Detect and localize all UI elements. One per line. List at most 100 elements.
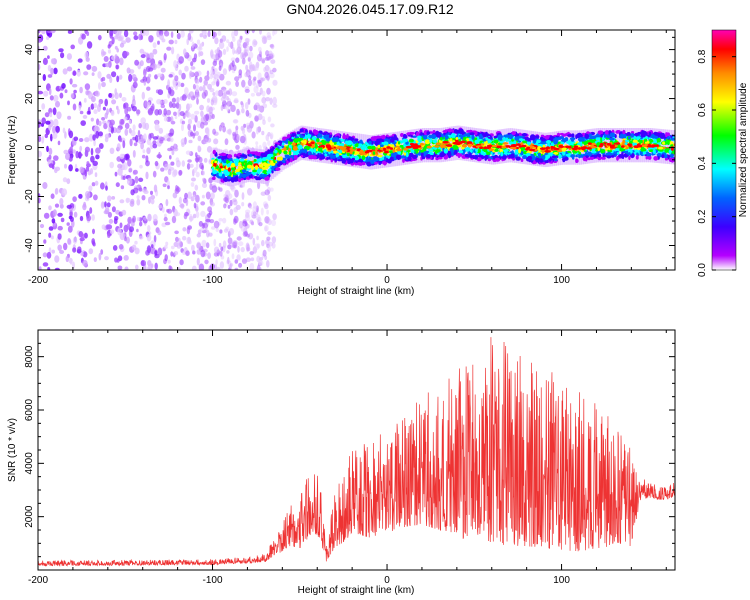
noise-speckle [72, 103, 77, 111]
noise-speckle [265, 134, 270, 142]
noise-speckle [93, 103, 98, 109]
noise-speckle [151, 103, 155, 112]
noise-speckle [55, 100, 60, 108]
signal-peak [386, 146, 391, 149]
noise-speckle [222, 68, 227, 76]
signal-speckle [561, 139, 565, 142]
noise-speckle [186, 226, 191, 235]
signal-speckle [637, 131, 642, 135]
noise-speckle [231, 60, 235, 67]
signal-speckle [649, 133, 656, 138]
signal-speckle [424, 139, 431, 145]
signal-speckle [656, 138, 662, 143]
noise-speckle [166, 46, 172, 51]
signal-speckle [262, 152, 267, 158]
noise-speckle [250, 257, 255, 262]
signal-speckle [307, 134, 311, 139]
signal-speckle [291, 132, 295, 138]
noise-speckle [77, 153, 83, 157]
noise-speckle [236, 108, 240, 116]
noise-speckle [132, 169, 138, 175]
noise-speckle [109, 161, 114, 169]
signal-speckle [569, 137, 576, 141]
noise-speckle [62, 242, 68, 251]
signal-peak [656, 144, 659, 147]
noise-speckle [194, 184, 199, 191]
signal-peak [411, 145, 418, 148]
signal-speckle [282, 163, 286, 166]
signal-speckle [389, 150, 394, 154]
signal-speckle [546, 140, 552, 144]
noise-speckle [214, 37, 219, 45]
noise-speckle [250, 210, 256, 218]
noise-speckle [246, 125, 253, 133]
noise-speckle [204, 75, 210, 81]
noise-speckle [124, 51, 130, 56]
noise-speckle [247, 79, 252, 87]
noise-speckle [267, 140, 271, 147]
noise-speckle [57, 212, 63, 217]
noise-speckle [167, 147, 173, 152]
signal-speckle [340, 138, 345, 142]
noise-speckle [198, 263, 205, 270]
signal-speckle [507, 138, 512, 142]
signal-speckle [278, 149, 282, 155]
noise-speckle [51, 218, 56, 224]
noise-speckle [111, 99, 117, 105]
noise-speckle [191, 265, 197, 270]
signal-speckle [443, 155, 447, 160]
noise-speckle [185, 198, 189, 207]
signal-speckle [521, 133, 528, 137]
noise-speckle [268, 50, 273, 57]
signal-speckle [605, 148, 608, 152]
noise-speckle [244, 102, 249, 110]
noise-speckle [267, 186, 271, 194]
noise-speckle [189, 70, 193, 77]
signal-speckle [480, 150, 485, 155]
noise-speckle [114, 45, 118, 50]
signal-speckle [527, 141, 531, 146]
noise-speckle [189, 163, 194, 168]
noise-speckle [197, 135, 202, 142]
noise-speckle [212, 128, 217, 135]
noise-speckle [83, 98, 87, 103]
noise-speckle [123, 255, 129, 261]
noise-speckle [127, 216, 132, 224]
signal-speckle [551, 155, 557, 159]
noise-speckle [114, 216, 119, 221]
noise-speckle [146, 86, 151, 91]
signal-peak [434, 145, 440, 148]
noise-speckle [269, 187, 274, 192]
noise-speckle [185, 112, 192, 118]
noise-speckle [123, 116, 128, 121]
signal-speckle [432, 139, 437, 144]
noise-speckle [171, 46, 175, 55]
noise-speckle [46, 251, 52, 259]
signal-speckle [249, 153, 253, 157]
noise-speckle [41, 30, 46, 35]
signal-speckle [374, 157, 380, 162]
noise-speckle [213, 220, 220, 229]
signal-speckle [267, 149, 270, 155]
noise-speckle [162, 183, 167, 188]
noise-speckle [201, 165, 205, 171]
noise-speckle [50, 133, 53, 142]
signal-speckle [615, 143, 621, 149]
signal-speckle [400, 155, 405, 159]
noise-speckle [107, 233, 111, 239]
spectrogram-frame [37, 29, 676, 271]
noise-speckle [272, 96, 278, 105]
signal-speckle [567, 134, 573, 137]
noise-speckle [228, 41, 232, 48]
noise-speckle [114, 35, 119, 40]
signal-speckle [252, 169, 257, 173]
noise-speckle [264, 225, 269, 232]
signal-speckle [426, 154, 431, 159]
signal-speckle [311, 136, 317, 141]
signal-halo [281, 135, 285, 171]
signal-speckle [520, 158, 524, 163]
noise-speckle [59, 250, 65, 254]
noise-speckle [84, 169, 88, 177]
signal-halo [516, 128, 520, 164]
signal-peak [366, 149, 373, 153]
